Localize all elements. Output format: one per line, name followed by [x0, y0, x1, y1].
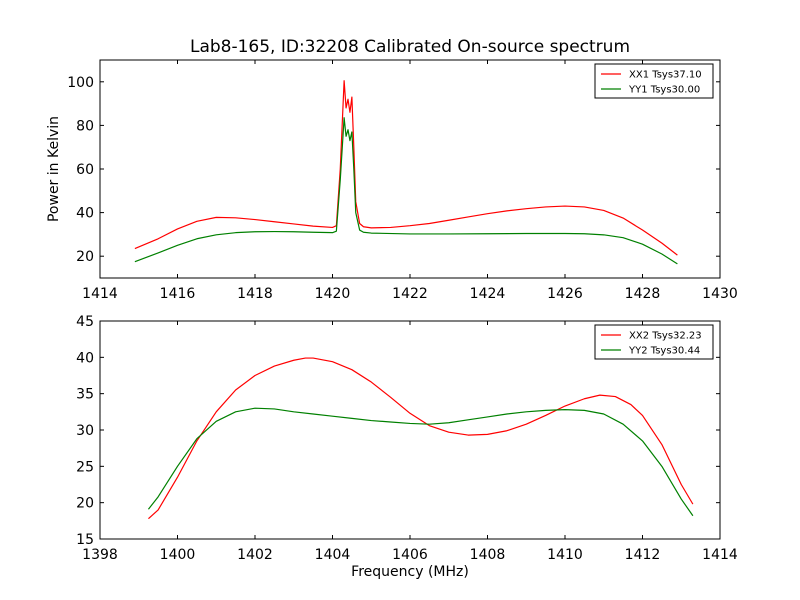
legend-box-0	[594, 63, 714, 99]
x-tick-label-0-5: 1424	[470, 286, 506, 302]
legend-label-0-1: YY1 Tsys30.00	[628, 85, 700, 96]
series-line-0-1	[134, 117, 678, 265]
y-tick-label-1-4: 35	[76, 387, 94, 403]
x-tick-label-0-0: 1414	[82, 286, 118, 302]
y-tick-label-1-0: 15	[76, 532, 94, 548]
x-tick-label-1-7: 1412	[625, 547, 661, 563]
legend-label-1-1: YY2 Tsys30.44	[628, 346, 700, 357]
legend-label-1-0: XX2 Tsys32.23	[629, 331, 702, 342]
y-tick-label-0-4: 100	[67, 75, 94, 91]
y-tick-label-0-2: 60	[76, 162, 94, 178]
y-tick-label-1-2: 25	[76, 459, 94, 475]
x-tick-label-1-3: 1404	[315, 547, 351, 563]
x-tick-label-0-4: 1422	[392, 286, 428, 302]
legend-1: XX2 Tsys32.23 YY2 Tsys30.44	[594, 324, 714, 360]
y-tick-label-1-1: 20	[76, 496, 94, 512]
x-tick-label-1-5: 1408	[470, 547, 506, 563]
x-tick-label-1-2: 1402	[237, 547, 273, 563]
x-tick-label-1-6: 1410	[547, 547, 583, 563]
series-line-1-0	[148, 357, 694, 520]
x-axis-label: Frequency (MHz)	[351, 564, 469, 580]
top-panel: 1414 1416 1418 1420 1422 1424 1426 1428 1430 20 40…	[46, 37, 738, 302]
legend-0: XX1 Tsys37.10 YY1 Tsys30.00	[594, 63, 714, 99]
x-tick-label-0-8: 1430	[702, 286, 738, 302]
y-tick-label-0-1: 40	[76, 206, 94, 222]
x-tick-label-1-8: 1414	[702, 547, 738, 563]
x-tick-label-0-6: 1426	[547, 286, 583, 302]
y-tick-label-0-3: 80	[76, 118, 94, 134]
legend-label-0-0: XX1 Tsys37.10	[629, 70, 702, 81]
y-tick-label-1-6: 45	[76, 314, 94, 330]
series-line-1-1	[147, 407, 694, 517]
x-tick-label-1-0: 1398	[82, 547, 118, 563]
x-tick-label-0-3: 1420	[315, 286, 351, 302]
chart-title: Lab8-165, ID:32208 Calibrated On-source …	[190, 37, 630, 57]
x-tick-label-1-4: 1406	[392, 547, 428, 563]
legend-box-1	[594, 324, 714, 360]
x-tick-label-0-2: 1418	[237, 286, 273, 302]
x-tick-label-0-1: 1416	[160, 286, 196, 302]
y-axis-label: Power in Kelvin	[46, 116, 62, 222]
x-tick-label-0-7: 1428	[625, 286, 661, 302]
x-tick-label-1-1: 1400	[160, 547, 196, 563]
y-tick-label-0-0: 20	[76, 249, 94, 265]
y-tick-label-1-5: 40	[76, 350, 94, 366]
y-tick-label-1-3: 30	[76, 423, 94, 439]
bottom-panel: 1398 1400 1402 1404 1406 1408 1410 1412 1414 15 20…	[76, 314, 738, 580]
